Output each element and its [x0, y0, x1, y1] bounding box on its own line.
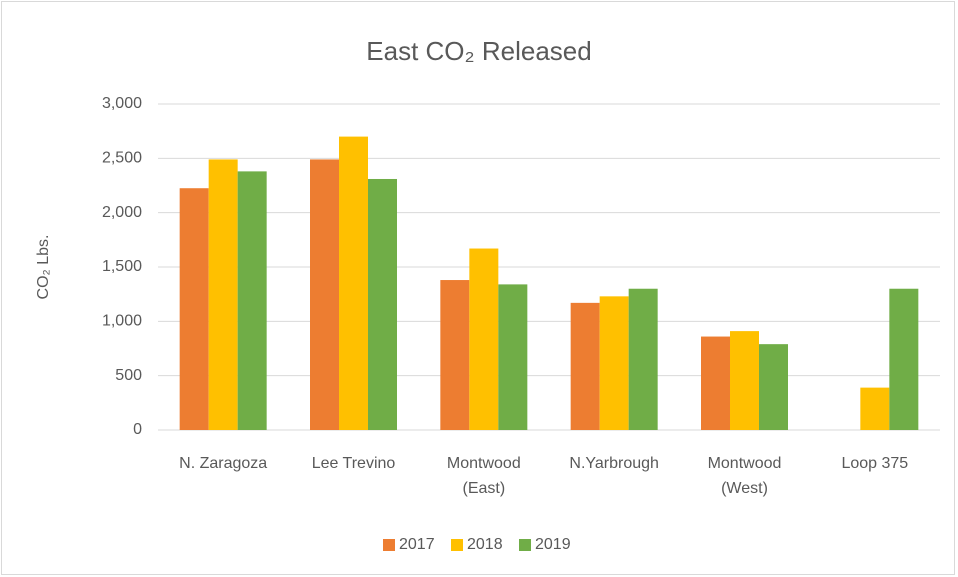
y-tick-label: 3,000	[102, 95, 142, 112]
y-axis-label: CO₂ Lbs.	[35, 235, 52, 300]
bar	[339, 136, 368, 430]
bar	[310, 159, 339, 431]
bar	[208, 159, 238, 431]
bar	[701, 336, 730, 430]
bar	[889, 288, 919, 430]
bar	[440, 280, 470, 430]
bar	[860, 387, 890, 430]
y-tick-label: 2,500	[102, 150, 142, 167]
legend-label: 2018	[467, 536, 503, 553]
legend-swatch	[451, 539, 463, 551]
bar	[469, 248, 499, 430]
legend-swatch	[383, 539, 395, 551]
y-tick-label: 2,000	[102, 204, 142, 221]
legend-label: 2019	[535, 536, 571, 553]
y-tick-label: 0	[133, 421, 142, 438]
x-tick-label: N. Zaragoza	[179, 455, 267, 472]
bar	[759, 344, 788, 430]
bar	[179, 188, 209, 430]
x-tick-label: N.Yarbrough	[569, 455, 659, 472]
x-tick-label: Lee Trevino	[312, 455, 396, 472]
legend-swatch	[519, 539, 531, 551]
x-tick-label: Montwood (West)	[708, 455, 782, 497]
y-tick-label: 500	[115, 367, 142, 384]
bar	[599, 296, 629, 430]
chart-title: East CO₂ Released	[366, 36, 591, 66]
x-tick-label: Loop 375	[841, 455, 908, 472]
x-tick-label: Montwood (East)	[447, 455, 521, 497]
bar	[570, 302, 600, 430]
bar	[368, 178, 397, 430]
bar	[237, 171, 267, 430]
bar	[498, 284, 528, 430]
bar	[730, 331, 759, 430]
y-tick-label: 1,000	[102, 313, 142, 330]
bar	[628, 288, 658, 430]
y-tick-label: 1,500	[102, 258, 142, 275]
legend-label: 2017	[399, 536, 435, 553]
